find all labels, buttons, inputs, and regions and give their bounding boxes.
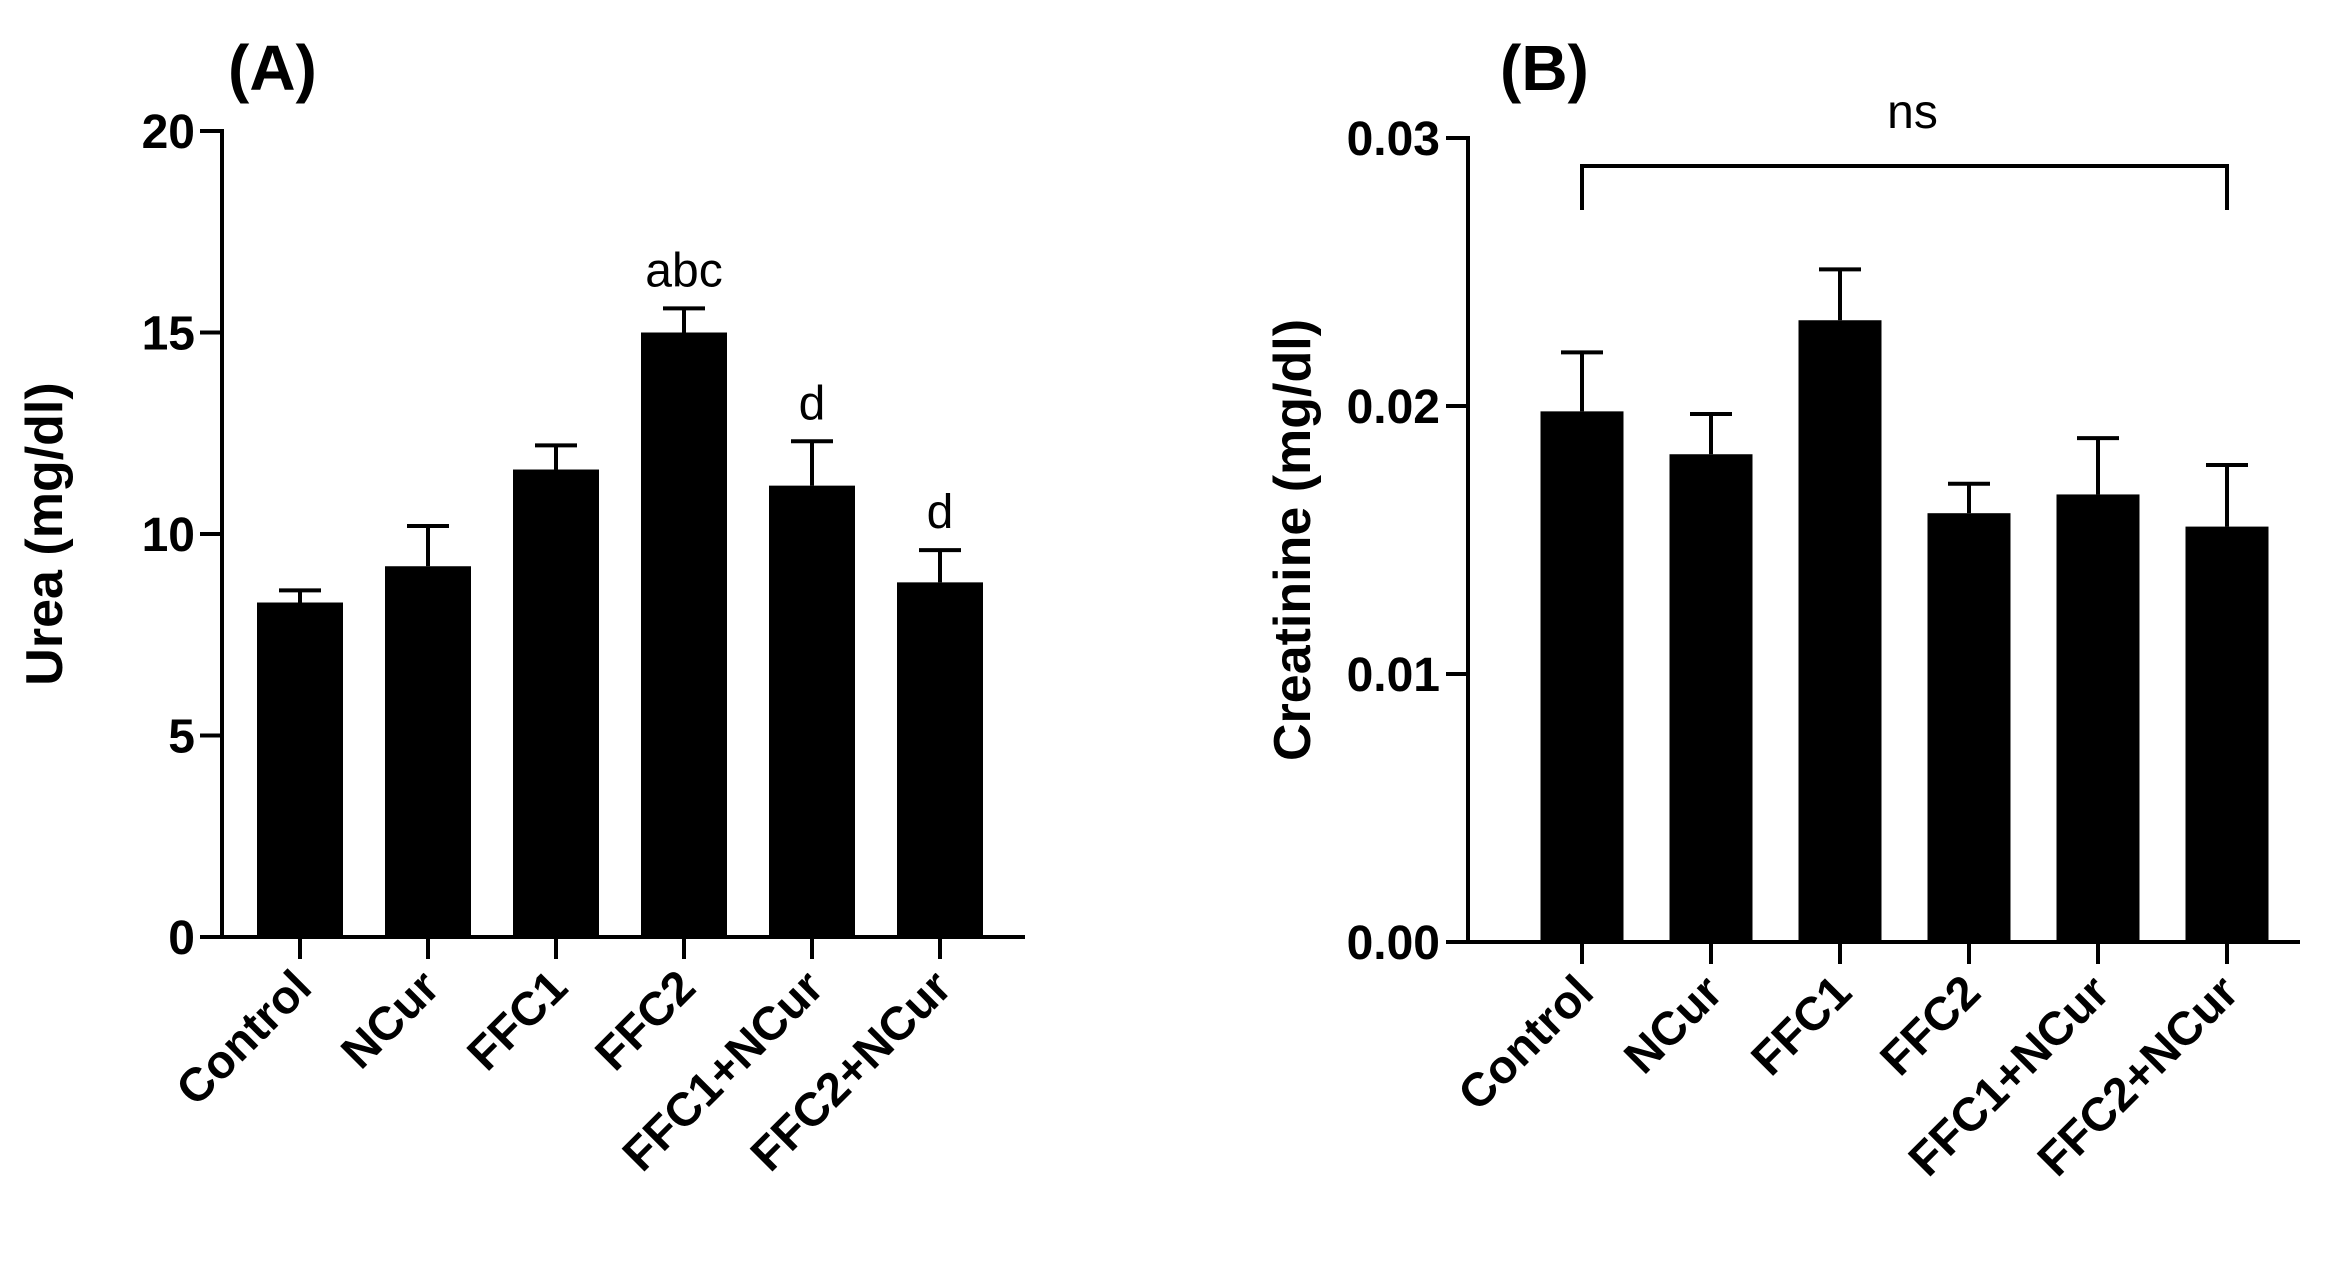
panel-b-y-tick-label: 0.02 <box>1347 381 1440 434</box>
panel-b-label: (B) <box>1500 32 1589 104</box>
panel-b-bar <box>1798 320 1882 942</box>
panel-a-y-tick-label: 5 <box>168 711 195 764</box>
panel-a-y-axis-label: Urea (mg/dl) <box>16 382 74 685</box>
panel-b-bar <box>1540 411 1624 942</box>
panel-a-label: (A) <box>228 32 317 104</box>
panel-a-bar <box>769 485 855 937</box>
panel-a-bar <box>641 332 727 937</box>
panel-a-y-tick-label: 0 <box>168 912 195 965</box>
panel-b-x-tick-label: NCur <box>1613 965 1732 1084</box>
panel-b-bar <box>1927 513 2011 942</box>
panel-b-x-tick-label: FFC2 <box>1870 965 1991 1086</box>
panel-a-bar <box>385 566 471 937</box>
panel-b-creatinine-chart: (B) 0.00 0.01 0.02 0.03 Creatinine (mg/dl) Con… <box>1264 32 2300 1186</box>
panel-b-bar <box>2185 526 2269 942</box>
panel-b-bar <box>2056 494 2140 942</box>
panel-a-annotation: d <box>927 486 954 539</box>
panel-a-bar <box>257 602 343 937</box>
panel-b-significance-bracket <box>1580 164 2229 210</box>
panel-b-x-tick-label: Control <box>1447 965 1603 1121</box>
panel-b-bracket-label: ns <box>1887 86 1938 139</box>
panel-a-x-tick-label: NCur <box>330 960 449 1079</box>
panel-a-y-tick-label: 10 <box>142 509 195 562</box>
panel-a-x-tick-label: FFC2 <box>585 960 706 1081</box>
panel-a-bar <box>513 469 599 937</box>
panel-b-y-tick-label: 0.00 <box>1347 917 1440 970</box>
panel-a-y-tick-label: 20 <box>142 106 195 159</box>
panel-a-urea-chart: (A) 0 5 10 15 20 Urea (mg/dl) Control NCur FFC1 FF… <box>16 32 1025 1181</box>
panel-b-x-tick-label: FFC1 <box>1741 965 1862 1086</box>
panel-a-x-tick-label: FFC1 <box>457 960 578 1081</box>
panel-b-bar <box>1669 454 1753 942</box>
panel-a-y-tick-label: 15 <box>142 308 195 361</box>
panel-b-y-tick-label: 0.03 <box>1347 113 1440 166</box>
panel-b-y-axis-label: Creatinine (mg/dl) <box>1264 319 1322 761</box>
panel-b-y-tick-label: 0.01 <box>1347 649 1440 702</box>
panel-a-annotation: abc <box>645 244 722 297</box>
panel-a-bar <box>897 582 983 937</box>
panel-a-x-tick-label: Control <box>165 960 321 1116</box>
panel-a-annotation: d <box>799 377 826 430</box>
